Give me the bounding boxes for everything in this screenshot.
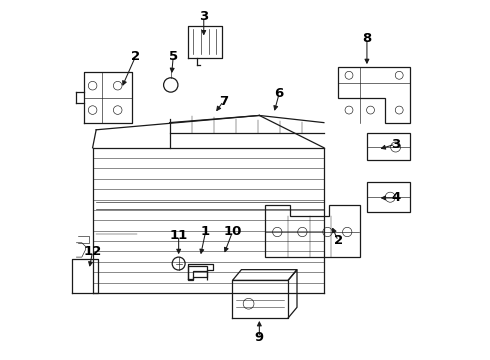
Text: 12: 12 xyxy=(83,245,102,258)
Text: 4: 4 xyxy=(391,192,400,204)
Text: 9: 9 xyxy=(255,331,264,344)
Text: 6: 6 xyxy=(274,87,284,100)
Text: 3: 3 xyxy=(391,138,400,150)
Text: 11: 11 xyxy=(170,229,188,242)
Text: 8: 8 xyxy=(362,32,371,45)
Text: 7: 7 xyxy=(219,95,228,108)
Text: 3: 3 xyxy=(199,10,208,23)
Text: 5: 5 xyxy=(169,50,178,63)
Text: 2: 2 xyxy=(131,50,140,63)
Text: 1: 1 xyxy=(201,225,210,238)
Text: 10: 10 xyxy=(223,225,242,238)
Text: 2: 2 xyxy=(334,234,343,247)
